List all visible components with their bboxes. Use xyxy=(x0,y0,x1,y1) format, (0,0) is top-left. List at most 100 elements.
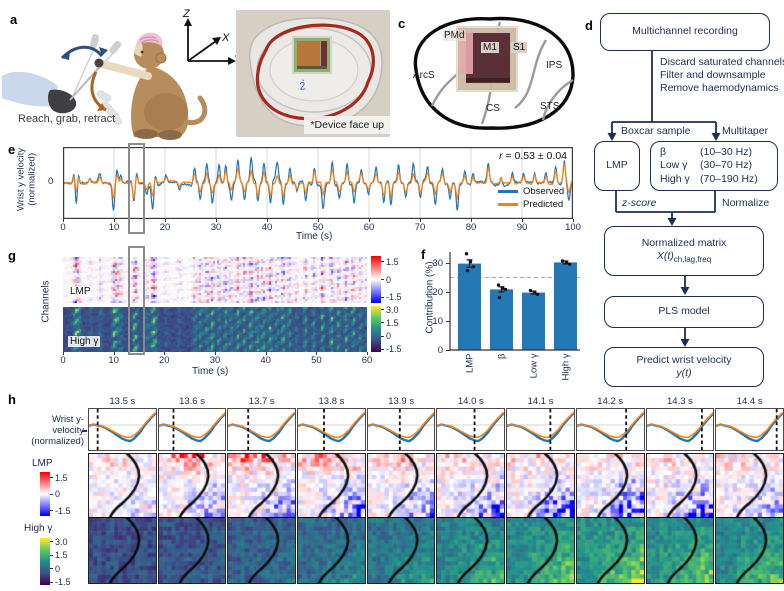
sulcus-ips-label: IPS xyxy=(546,60,563,71)
e-xtick-label: 70 xyxy=(414,222,426,233)
h-maps xyxy=(645,453,715,585)
h-lmp-heatmap xyxy=(367,454,435,517)
h-frame-column: 14.2 s xyxy=(575,396,645,585)
h-maps xyxy=(436,453,506,585)
band-low-gamma: Low γ (30–70 Hz) xyxy=(660,159,752,172)
g-xtick-mark xyxy=(367,352,368,355)
h-trace-plot xyxy=(436,408,506,451)
f-category-label: High γ xyxy=(560,353,571,381)
g-xtick-label: 20 xyxy=(159,355,170,366)
f-ytick-label: 30 xyxy=(432,257,443,269)
e-xtick-mark xyxy=(165,219,166,222)
h-maps xyxy=(227,453,297,585)
g-high-gamma-colorbar-tick-label: -1.5 xyxy=(386,344,402,355)
g-lmp-heatmap xyxy=(63,257,367,303)
h-frame-time-label: 13.5 s xyxy=(109,396,136,407)
h-high-gamma-colorbar-tick-mark xyxy=(50,568,53,570)
h-lmp-heatmap xyxy=(716,454,783,517)
h-trace-plot xyxy=(157,408,227,451)
h-frame-column: 14.0 s xyxy=(436,396,506,585)
h-trace-plot xyxy=(506,408,575,451)
flow-node-predict-wrist-velocity: Predict wrist velocity y(t) xyxy=(604,347,764,387)
panel-label-e: e xyxy=(8,142,16,157)
flow-node-multichannel-recording: Multichannel recording xyxy=(600,13,770,51)
g-xtick-label: 0 xyxy=(60,355,66,366)
device-photo-caption: *Device face up xyxy=(304,116,390,134)
h-maps xyxy=(715,453,784,585)
g-high-gamma-colorbar-tick-label: 1.5 xyxy=(386,317,399,328)
h-trace-plot xyxy=(227,408,297,451)
g-xtick-mark xyxy=(215,352,216,355)
h-frame-time-label: 14.0 s xyxy=(457,396,484,407)
g-highlight-window xyxy=(128,246,145,355)
e-xtick-label: 100 xyxy=(565,222,581,233)
e-xtick-mark xyxy=(63,219,64,222)
h-trace-plot xyxy=(575,408,645,451)
panel-label-c: c xyxy=(398,16,406,31)
h-high-gamma-colorbar-tick-mark xyxy=(50,581,53,583)
flow-edge-zscore: z-score xyxy=(622,197,657,209)
h-high-gamma-colorbar-tick-label: 1.5 xyxy=(55,550,68,561)
h-map-separator xyxy=(716,516,783,518)
h-frame-time-label: 13.8 s xyxy=(318,396,345,407)
g-xtick-mark xyxy=(113,352,115,355)
h-frame-grid: 13.5 s 13.6 s 13.7 s 13.8 s 13.9 s 14.0 s 14.1… xyxy=(88,396,784,585)
h-lmp-heatmap xyxy=(507,454,574,517)
f-ytick-mark xyxy=(446,291,450,293)
e-xtick-mark xyxy=(216,219,217,222)
h-high-gamma-heatmap xyxy=(367,517,435,584)
h-map-separator xyxy=(367,516,435,518)
predicted-line-swatch xyxy=(498,203,518,206)
h-frame-column: 13.9 s xyxy=(366,396,436,585)
e-xtick-label: 90 xyxy=(516,222,528,233)
e-correlation-annotation: r = 0.53 ± 0.04 xyxy=(499,150,567,162)
h-trace-plot xyxy=(297,408,366,451)
h-frame-column: 13.8 s xyxy=(297,396,366,585)
g-xtick-mark xyxy=(164,352,166,355)
h-map-separator xyxy=(576,516,644,518)
h-map-separator xyxy=(507,516,574,518)
e-xtick-label: 0 xyxy=(60,222,66,233)
h-frame-column: 14.4 s xyxy=(715,396,784,585)
g-high-gamma-colorbar-tick-mark xyxy=(381,309,384,311)
h-lmp-heatmap xyxy=(89,454,156,517)
g-xtick-label: 40 xyxy=(260,355,271,366)
h-frame-column: 14.1 s xyxy=(506,396,575,585)
e-legend: Observed Predicted xyxy=(498,185,564,211)
h-frame-column: 13.6 s xyxy=(157,396,227,585)
g-lmp-label: LMP xyxy=(68,286,93,297)
h-high-gamma-colorbar-tick-label: -1.5 xyxy=(55,577,71,588)
flow-node-frequency-bands: β (10–30 Hz) Low γ (30–70 Hz) High γ (70–19… xyxy=(650,141,778,191)
h-high-gamma-heatmap xyxy=(646,517,714,584)
flow-edge-multitaper: Multitaper xyxy=(722,125,769,137)
h-maps xyxy=(506,453,575,585)
e-xtick-mark xyxy=(420,219,421,222)
e-xtick-label: 60 xyxy=(363,222,375,233)
h-high-gamma-colorbar xyxy=(40,538,50,585)
g-high-gamma-colorbar-tick-label: 3.0 xyxy=(386,304,399,315)
brain-area-m1-label: M1 xyxy=(481,42,499,53)
h-high-gamma-heatmap xyxy=(716,517,783,584)
panel-label-f: f xyxy=(421,247,426,262)
g-lmp-colorbar xyxy=(371,256,381,303)
g-high-gamma-colorbar-tick-mark xyxy=(381,322,384,324)
g-ylabel-channels: Channels xyxy=(40,280,52,323)
h-maps xyxy=(157,453,227,585)
g-high-gamma-colorbar xyxy=(371,306,381,352)
f-contribution-bar-chart xyxy=(449,252,580,351)
h-high-gamma-heatmap xyxy=(158,517,226,584)
e-xtick-mark xyxy=(267,219,268,222)
g-high-gamma-colorbar-tick-label: 0 xyxy=(386,331,392,342)
h-lmp-colorbar xyxy=(40,472,50,516)
h-frame-time-label: 14.1 s xyxy=(527,396,554,407)
h-map-separator xyxy=(437,516,505,518)
g-xtick-label: 60 xyxy=(361,355,373,366)
h-lmp-colorbar-tick-label: -1.5 xyxy=(55,505,71,516)
panel-label-g: g xyxy=(8,248,16,263)
g-lmp-colorbar-tick-mark xyxy=(381,261,384,263)
panel-label-h: h xyxy=(8,392,16,407)
g-high-gamma-heatmap xyxy=(63,307,367,352)
observed-line-swatch xyxy=(498,190,518,193)
h-high-gamma-colorbar-tick-mark xyxy=(50,554,53,556)
h-frame-column: 13.7 s xyxy=(227,396,297,585)
